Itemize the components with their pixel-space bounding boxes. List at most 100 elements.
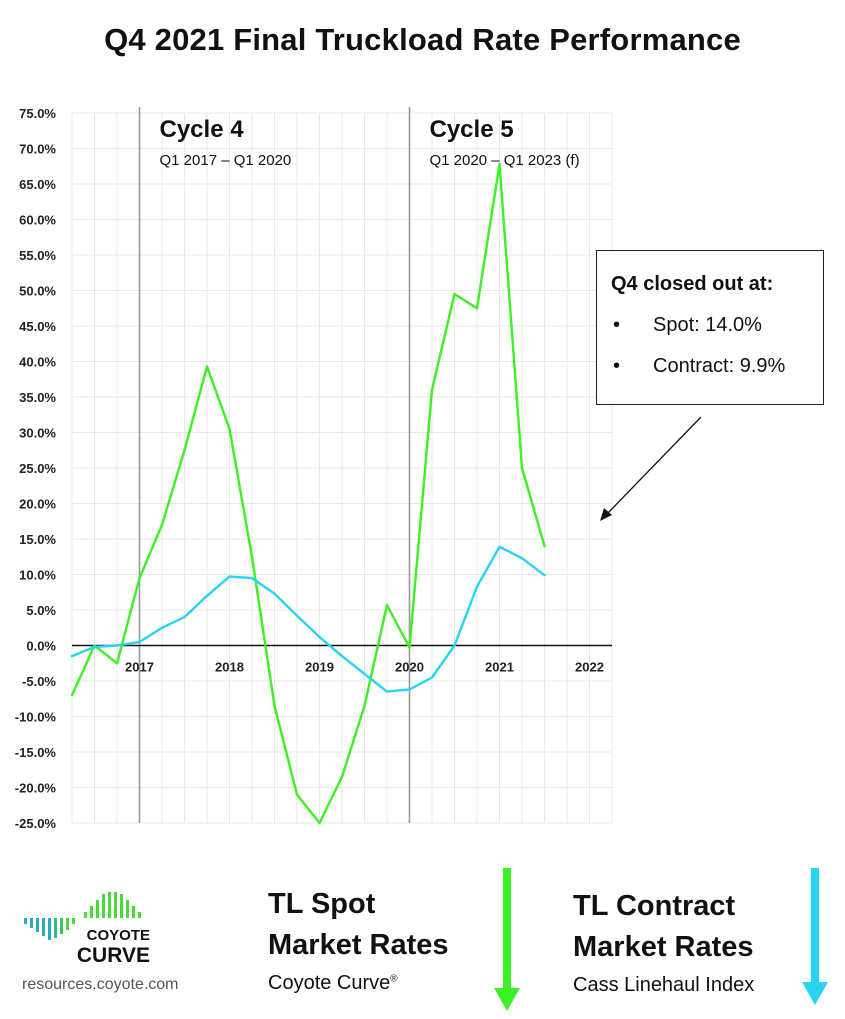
spot-down-arrow-icon (494, 868, 520, 1011)
y-tick-label: 55.0% (19, 248, 56, 263)
x-tick-label: 2021 (485, 660, 514, 675)
y-tick-label: -20.0% (15, 781, 57, 796)
cycle-label: Cycle 4 (160, 116, 245, 143)
spot-rate-point (273, 704, 276, 708)
contract-rate-point (295, 614, 299, 617)
spot-rate-point (318, 821, 321, 825)
contract-rate-series-line (71, 545, 546, 693)
y-tick-label: 50.0% (19, 284, 56, 299)
y-tick-label: 10.0% (19, 568, 56, 583)
spot-rate-point (408, 646, 411, 649)
callout-pointer-arrow (600, 416, 702, 521)
spot-rate-point (520, 466, 524, 470)
y-tick-label: 60.0% (19, 213, 56, 228)
contract-rate-point (93, 645, 96, 649)
series-lines (70, 162, 546, 825)
y-tick-label: 15.0% (19, 532, 56, 547)
cycle-dividers (138, 107, 411, 823)
contract-rate-point (115, 644, 119, 647)
contract-rate-point (385, 690, 389, 693)
contract-rate-point (408, 688, 411, 691)
spot-rate-point (295, 793, 299, 796)
tick-labels: 75.0% 70.0% 65.0% 60.0% 55.0% 50.0% 45.0% 40.0%… (15, 106, 604, 831)
spot-rate-point (250, 555, 254, 558)
line-chart: 75.0% 70.0% 65.0% 60.0% 55.0% 50.0% 45.0% 40.0%… (15, 106, 702, 831)
y-tick-label: -25.0% (15, 816, 57, 831)
legend-spot-subtitle: Coyote Curve® (268, 972, 398, 995)
website-url: resources.coyote.com (22, 976, 179, 993)
spot-rate-point (498, 162, 501, 166)
legend-contract-title-line1: TL Contract (573, 890, 736, 922)
callout-box: Q4 closed out at: • Spot: 14.0% • Contra… (596, 250, 824, 405)
contract-rate-point (543, 574, 546, 577)
contract-rate-point (430, 676, 434, 679)
legend-spot-title: TL Spot Market Rates (268, 884, 449, 966)
y-tick-label: 20.0% (19, 497, 56, 512)
contract-rate-point (340, 654, 344, 658)
contract-rate-point (498, 545, 501, 548)
callout-item-spot: • Spot: 14.0% (611, 314, 823, 337)
legend-spot-title-line1: TL Spot (268, 888, 376, 920)
y-tick-label: 40.0% (19, 355, 56, 370)
y-tick-label: 25.0% (19, 461, 56, 476)
spot-rate-point (138, 576, 141, 580)
y-tick-label: -15.0% (15, 745, 57, 760)
logo-text-line2: CURVE (77, 944, 150, 967)
spot-rate-point (70, 694, 74, 697)
registered-mark: ® (390, 973, 398, 985)
legend-contract-title-line2: Market Rates (573, 931, 754, 963)
spot-rate-point (363, 704, 366, 708)
spot-rate-point (115, 662, 119, 665)
contract-rate-point (205, 594, 209, 597)
contract-down-arrow-icon (802, 868, 828, 1005)
spot-rate-point (205, 365, 209, 368)
contract-rate-point (183, 615, 186, 619)
contract-rate-point (250, 576, 254, 580)
y-tick-label: 30.0% (19, 426, 56, 441)
legend-spot-title-line2: Market Rates (268, 929, 449, 961)
callout-heading: Q4 closed out at: (611, 273, 774, 295)
y-tick-label: 35.0% (19, 390, 56, 405)
y-tick-label: -10.0% (15, 710, 57, 725)
contract-rate-point (520, 557, 524, 560)
spot-rate-point (183, 449, 186, 452)
x-tick-label: 2020 (395, 660, 424, 675)
x-tick-label: 2019 (305, 660, 334, 675)
x-tick-label: 2022 (575, 660, 604, 675)
bullet-icon: • (613, 355, 621, 377)
bullet-icon: • (613, 314, 621, 336)
x-tick-label: 2018 (215, 660, 244, 675)
callout-item-contract: • Contract: 9.9% (611, 355, 823, 378)
contract-rate-point (160, 626, 164, 629)
spot-rate-point (475, 307, 479, 310)
coyote-curve-logo: COYOTE CURVE (24, 892, 150, 967)
y-tick-label: 65.0% (19, 177, 56, 192)
spot-rate-point (160, 523, 164, 526)
contract-rate-point (273, 592, 276, 595)
contract-rate-point (363, 672, 366, 676)
contract-rate-point (228, 575, 231, 578)
cycle-sublabel: Q1 2017 – Q1 2020 (160, 152, 292, 169)
y-tick-label: 70.0% (19, 142, 56, 157)
y-tick-label: 45.0% (19, 319, 56, 334)
spot-rate-point (228, 427, 231, 431)
contract-rate-point (70, 654, 74, 658)
contract-rate-point (475, 585, 479, 588)
chart-title: Q4 2021 Final Truckload Rate Performance (104, 22, 741, 57)
contract-rate-point (318, 635, 321, 639)
logo-text-line1: COYOTE (87, 927, 150, 944)
spot-rate-point (340, 775, 344, 779)
x-tick-label: 2017 (125, 660, 154, 675)
contract-rate-point (453, 644, 456, 647)
spot-rate-point (543, 544, 546, 548)
spot-rate-point (430, 388, 434, 392)
cycle-sublabel: Q1 2020 – Q1 2023 (f) (430, 152, 580, 169)
logo-curve-icon (24, 892, 141, 940)
legend-spot-source: Coyote Curve (268, 972, 391, 994)
callout-contract-value: Contract: 9.9% (653, 355, 786, 377)
legend-contract-title: TL Contract Market Rates (573, 886, 754, 968)
y-tick-label: 75.0% (19, 106, 56, 121)
contract-rate-point (138, 640, 141, 644)
legend-contract-subtitle: Cass Linehaul Index (573, 974, 755, 996)
spot-rate-point (453, 292, 456, 296)
